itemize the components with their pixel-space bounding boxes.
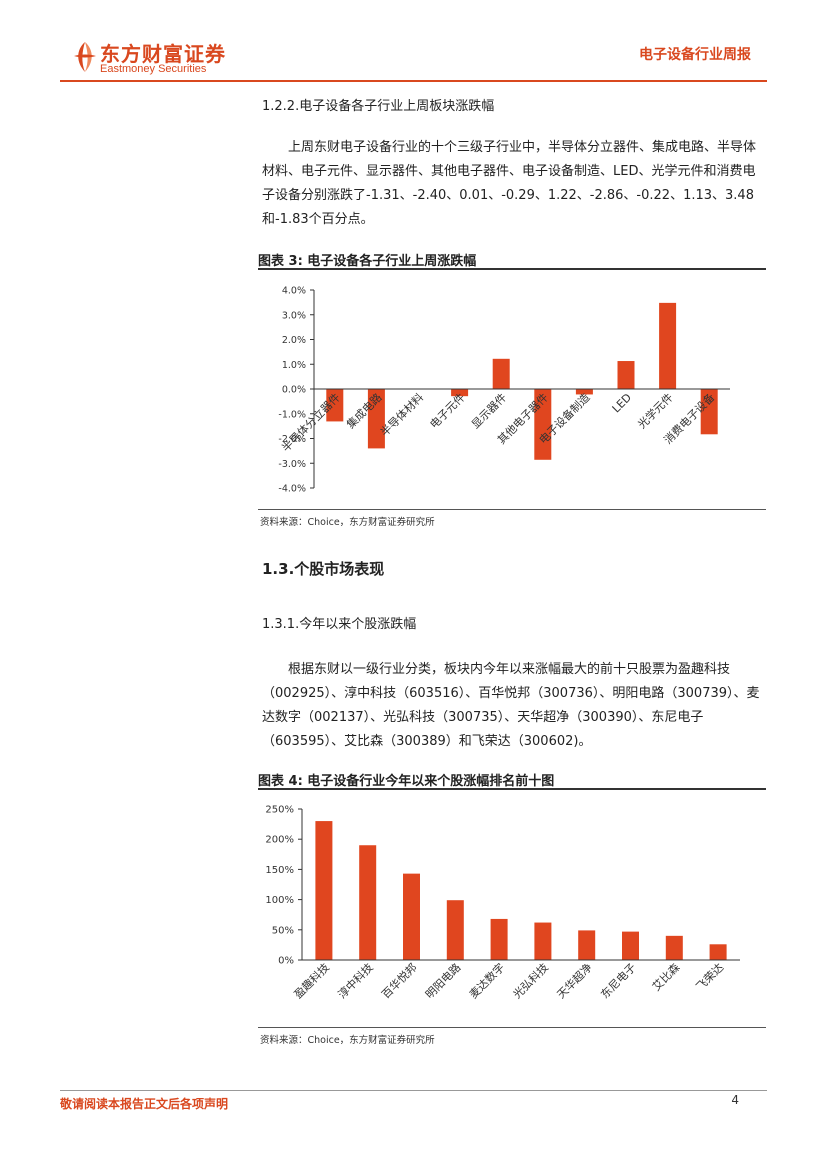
bar bbox=[326, 389, 344, 422]
logo-text-cn: 东方财富证券 bbox=[100, 42, 226, 66]
x-category-label: 半导体分立器件 bbox=[279, 390, 343, 454]
x-category-label: 东尼电子 bbox=[598, 961, 638, 1001]
y-tick-label: 4.0% bbox=[282, 286, 306, 297]
x-category-label: 艾比森 bbox=[649, 960, 682, 993]
x-category-label: LED bbox=[610, 391, 634, 415]
y-tick-label: 3.0% bbox=[282, 310, 306, 321]
bar bbox=[451, 389, 469, 397]
y-tick-label: 50% bbox=[272, 925, 294, 936]
figure-4-title: 图表 4: 电子设备行业今年以来个股涨幅排名前十图 bbox=[258, 774, 555, 789]
bar bbox=[315, 821, 333, 960]
bar bbox=[617, 361, 635, 389]
figure-4-top-rule bbox=[258, 788, 766, 790]
section-paragraph-1-3-1: 根据东财以一级行业分类，板块内今年以来涨幅最大的前十只股票为盈趣科技（00292… bbox=[262, 658, 762, 754]
paragraph-text: 根据东财以一级行业分类，板块内今年以来涨幅最大的前十只股票为盈趣科技（00292… bbox=[262, 662, 760, 749]
section-heading-1-3: 1.3.个股市场表现 bbox=[262, 560, 385, 578]
figure-3-source: 资料来源：Choice，东方财富证券研究所 bbox=[260, 517, 435, 528]
bar bbox=[659, 302, 677, 389]
bar bbox=[575, 389, 593, 395]
y-tick-label: 100% bbox=[265, 895, 294, 906]
bar bbox=[709, 944, 727, 960]
x-category-label: 光学元件 bbox=[635, 390, 676, 431]
figure-3-bottom-rule bbox=[258, 509, 766, 510]
x-category-label: 淳中科技 bbox=[335, 960, 376, 1001]
bar bbox=[665, 935, 683, 960]
bar bbox=[403, 873, 420, 960]
bar bbox=[622, 931, 639, 960]
bar bbox=[578, 930, 596, 960]
y-tick-label: -4.0% bbox=[278, 484, 306, 495]
bar bbox=[492, 358, 510, 389]
footer-divider bbox=[60, 1090, 767, 1091]
section-heading-1-3-1: 1.3.1.今年以来个股涨跌幅 bbox=[262, 617, 417, 632]
x-category-label: 麦达数字 bbox=[466, 960, 507, 1001]
bar bbox=[700, 389, 718, 435]
figure-4-bottom-rule bbox=[258, 1027, 766, 1028]
x-category-label: 飞荣达 bbox=[694, 961, 727, 994]
figure-4-source: 资料来源：Choice，东方财富证券研究所 bbox=[260, 1035, 435, 1046]
report-title: 电子设备行业周报 bbox=[639, 47, 751, 63]
y-tick-label: 250% bbox=[265, 805, 294, 816]
y-tick-label: 2.0% bbox=[282, 335, 306, 346]
x-category-label: 光弘科技 bbox=[510, 960, 551, 1001]
x-category-label: 百华悦邦 bbox=[379, 960, 420, 1001]
x-category-label: 天华超净 bbox=[554, 960, 595, 1001]
x-category-label: 盈趣科技 bbox=[291, 960, 332, 1001]
paragraph-text: 上周东财电子设备行业的十个三级子行业中，半导体分立器件、集成电路、半导体材料、电… bbox=[262, 140, 757, 227]
header-divider bbox=[60, 80, 767, 82]
y-tick-label: 0.0% bbox=[282, 385, 306, 396]
section-heading-1-2-2: 1.2.2.电子设备各子行业上周板块涨跌幅 bbox=[262, 99, 495, 114]
bar bbox=[490, 918, 508, 960]
y-tick-label: -2.0% bbox=[278, 434, 306, 445]
figure-3-title: 图表 3: 电子设备各子行业上周涨跌幅 bbox=[258, 254, 477, 269]
section-paragraph-1-2-2: 上周东财电子设备行业的十个三级子行业中，半导体分立器件、集成电路、半导体材料、电… bbox=[262, 136, 762, 232]
chart-top10-stocks-ytd: 250% 200% 150% 100% 50% 0%盈趣科技 淳中科技 百华悦邦 明阳电路 麦达数… bbox=[265, 805, 740, 1001]
eastmoney-logo-icon bbox=[74, 42, 96, 72]
y-tick-label: 0% bbox=[278, 956, 294, 967]
logo-text-en: Eastmoney Securities bbox=[100, 63, 207, 75]
x-category-label: 电子元件 bbox=[427, 391, 467, 431]
page-number: 4 bbox=[731, 1093, 739, 1107]
bar bbox=[367, 389, 385, 449]
bar bbox=[534, 922, 552, 960]
bar bbox=[359, 845, 377, 960]
y-tick-label: -3.0% bbox=[278, 459, 306, 470]
bar bbox=[446, 900, 464, 960]
y-tick-label: -1.0% bbox=[278, 409, 306, 420]
bar bbox=[534, 389, 552, 460]
y-tick-label: 1.0% bbox=[282, 360, 306, 371]
figure-3-top-rule bbox=[258, 268, 766, 270]
y-tick-label: 200% bbox=[265, 835, 294, 846]
x-category-label: 明阳电路 bbox=[423, 961, 463, 1001]
company-logo: 东方财富证券 Eastmoney Securities bbox=[72, 38, 242, 78]
chart-subindustry-weekly-change: 4.0% 3.0% 2.0% 1.0% 0.0% -1.0% -2.0% -3.0% -4.0%… bbox=[278, 286, 730, 495]
footer-disclaimer: 敬请阅读本报告正文后各项声明 bbox=[60, 1097, 229, 1111]
x-category-label: 显示器件 bbox=[469, 391, 509, 431]
y-tick-label: 150% bbox=[265, 865, 294, 876]
